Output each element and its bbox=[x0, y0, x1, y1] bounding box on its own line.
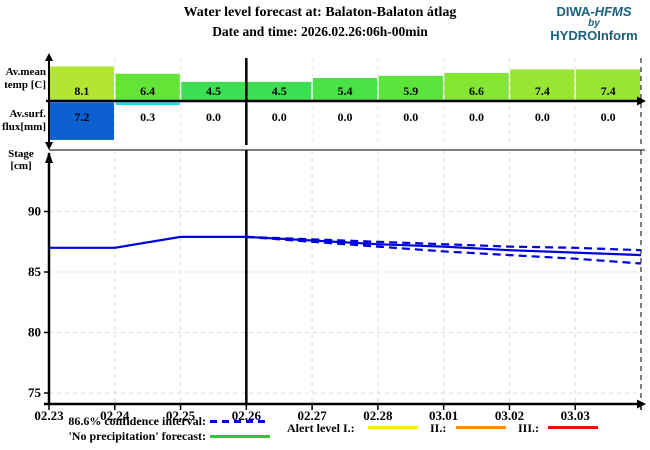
temp-bar bbox=[378, 75, 443, 102]
stage-axis-label-line1: Stage bbox=[8, 148, 34, 160]
stage-axis-arrow-up bbox=[45, 152, 53, 163]
series-confidence-upper bbox=[246, 235, 642, 252]
flux-axis-label: Av.surf. flux[mm] bbox=[2, 108, 46, 134]
y-tick-label: 80 bbox=[28, 325, 41, 340]
x-tick-label: 03.02 bbox=[495, 408, 524, 423]
y-tick-label: 75 bbox=[28, 385, 42, 400]
temp-bar bbox=[247, 81, 312, 102]
alert-level-1-swatch bbox=[368, 426, 418, 429]
flux-value-label: 0.0 bbox=[601, 110, 616, 124]
page-subtitle: Date and time: 2026.02.26:06h-00min bbox=[212, 24, 428, 39]
flux-value-label: 7.2 bbox=[74, 110, 89, 124]
temp-value-label: 5.4 bbox=[338, 84, 353, 98]
flux-bar bbox=[49, 102, 115, 140]
no-precip-legend-label: 'No precipitation' forecast: bbox=[68, 429, 206, 443]
temp-value-label: 4.5 bbox=[206, 84, 221, 98]
temp-value-label: 7.4 bbox=[601, 84, 616, 98]
flux-axis-label-line2: flux[mm] bbox=[2, 121, 46, 133]
temp-value-label: 8.1 bbox=[74, 84, 89, 98]
no-precip-line-swatch bbox=[210, 435, 270, 438]
x-tick-label: 02.28 bbox=[363, 408, 393, 423]
flux-bar bbox=[115, 102, 180, 105]
alert-level-1-label: Alert level I.: bbox=[287, 421, 355, 435]
temp-axis-label-line2: temp [C] bbox=[4, 79, 46, 91]
logo-company: HYDROInform bbox=[550, 28, 638, 43]
temp-value-label: 6.4 bbox=[140, 84, 155, 98]
temp-bar bbox=[312, 78, 378, 102]
x-tick-label: 02.23 bbox=[34, 408, 64, 423]
temp-bar bbox=[575, 69, 641, 102]
temp-value-label: 7.4 bbox=[535, 84, 550, 98]
stage-axis-label-line2: [cm] bbox=[10, 160, 32, 172]
alert-level-2-label: II.: bbox=[430, 421, 447, 435]
y-tick-label: 85 bbox=[28, 264, 42, 279]
chart-legend: 86.6% confidence interval: 'No precipita… bbox=[0, 413, 650, 449]
temp-bar bbox=[181, 81, 246, 102]
x-tick-label: 02.26 bbox=[232, 408, 262, 423]
temp-axis-arrow-up bbox=[45, 53, 53, 61]
confidence-legend-label: 86.6% confidence interval: bbox=[68, 414, 206, 428]
alert-level-3-label: III.: bbox=[518, 421, 540, 435]
series-confidence-lower bbox=[246, 235, 642, 265]
flux-axis-arrow-right bbox=[637, 96, 646, 106]
page-title: Water level forecast at: Balaton-Balaton… bbox=[183, 5, 457, 20]
temp-bar bbox=[49, 66, 115, 102]
flux-value-label: 0.3 bbox=[140, 110, 155, 124]
stage-axis-label: Stage [cm] bbox=[0, 148, 42, 172]
x-tick-label: 02.25 bbox=[166, 408, 196, 423]
series-no-precipitation-forecast bbox=[246, 235, 642, 257]
temp-axis-label: Av.mean temp [C] bbox=[2, 66, 46, 92]
logo-brand: DIWA-HFMS bbox=[556, 4, 632, 19]
x-tick-label: 02.24 bbox=[100, 408, 130, 423]
hydroinform-logo: DIWA-HFMS by HYDROInform bbox=[544, 4, 644, 43]
x-tick-label: 02.27 bbox=[297, 408, 327, 423]
series-observed-stage bbox=[49, 235, 247, 249]
temp-bar bbox=[510, 69, 575, 102]
y-tick-label: 90 bbox=[28, 204, 41, 219]
flux-value-label: 0.0 bbox=[272, 110, 287, 124]
alert-level-2-swatch bbox=[456, 426, 506, 429]
flux-axis-arrow-down bbox=[45, 142, 53, 150]
flux-value-label: 0.0 bbox=[535, 110, 550, 124]
flux-value-label: 0.0 bbox=[206, 110, 221, 124]
confidence-line-swatch bbox=[210, 420, 270, 423]
x-tick-label: 03.01 bbox=[429, 408, 458, 423]
alert-level-3-swatch bbox=[548, 426, 598, 429]
flux-axis-label-line1: Av.surf. bbox=[9, 108, 46, 120]
temp-axis-label-line1: Av.mean bbox=[5, 66, 46, 78]
temp-value-label: 5.9 bbox=[403, 84, 418, 98]
flux-value-label: 0.0 bbox=[338, 110, 353, 124]
temp-bar bbox=[444, 72, 509, 102]
x-tick-label: 03.03 bbox=[561, 408, 591, 423]
temp-value-label: 4.5 bbox=[272, 84, 287, 98]
temp-bar bbox=[115, 73, 180, 102]
flux-value-label: 0.0 bbox=[469, 110, 484, 124]
logo-by: by bbox=[588, 18, 600, 29]
temp-value-label: 6.6 bbox=[469, 84, 484, 98]
flux-value-label: 0.0 bbox=[403, 110, 418, 124]
